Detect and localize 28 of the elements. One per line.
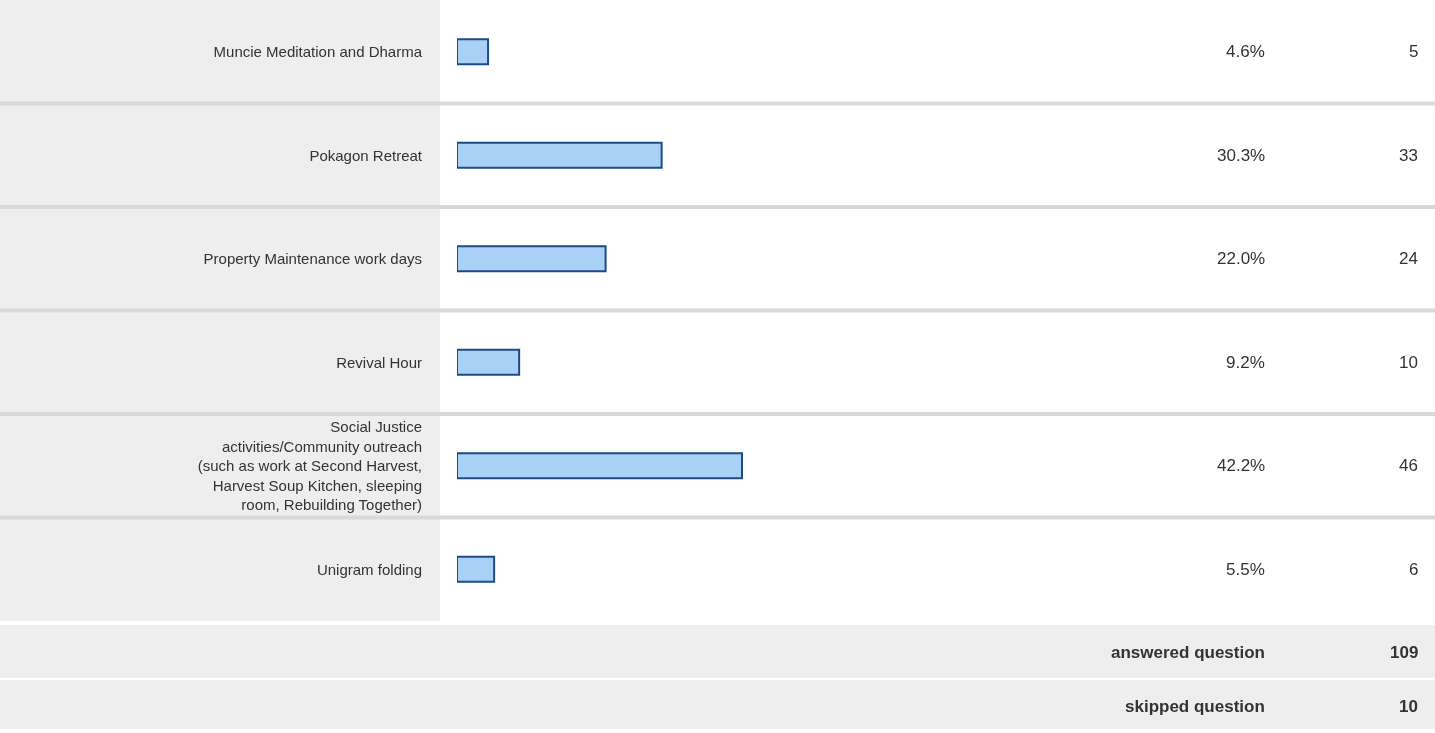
text: 10 [1399, 353, 1418, 372]
bar [457, 38, 490, 66]
data-label: 30.3% [1217, 146, 1266, 165]
y-tick-label: Social Justice activities/Community outreach (such as work at Second Harvest, Harvest Soup Kitchen, sleeping room, Rebuilding Together) [197, 418, 422, 513]
text: 24 [1399, 249, 1418, 268]
text: 10 [1399, 697, 1418, 716]
y-tick-label: Unigram folding [316, 560, 422, 578]
text: 6 [1409, 560, 1419, 579]
text: 46 [1399, 456, 1418, 475]
y-tick-label: Pokagon Retreat [309, 146, 423, 164]
data-label: 5.5% [1226, 560, 1265, 579]
text: skipped question [1125, 697, 1265, 716]
data-label: 42.2% [1217, 456, 1266, 475]
y-tick-label: Muncie Meditation and Dharma [213, 43, 423, 60]
bar [457, 245, 607, 273]
data-label: 22.0% [1217, 249, 1266, 268]
bar [457, 348, 521, 376]
y-tick-label: Property Maintenance work days [203, 250, 422, 267]
text: 109 [1390, 643, 1419, 662]
bar [457, 141, 663, 169]
text: 5 [1409, 42, 1419, 61]
text: 33 [1399, 146, 1418, 165]
data-label: 9.2% [1226, 353, 1265, 372]
text: answered question [1111, 643, 1265, 662]
bar [457, 452, 743, 480]
y-tick-label: Revival Hour [336, 353, 422, 371]
data-label: 4.6% [1226, 42, 1265, 61]
bar [457, 555, 496, 583]
